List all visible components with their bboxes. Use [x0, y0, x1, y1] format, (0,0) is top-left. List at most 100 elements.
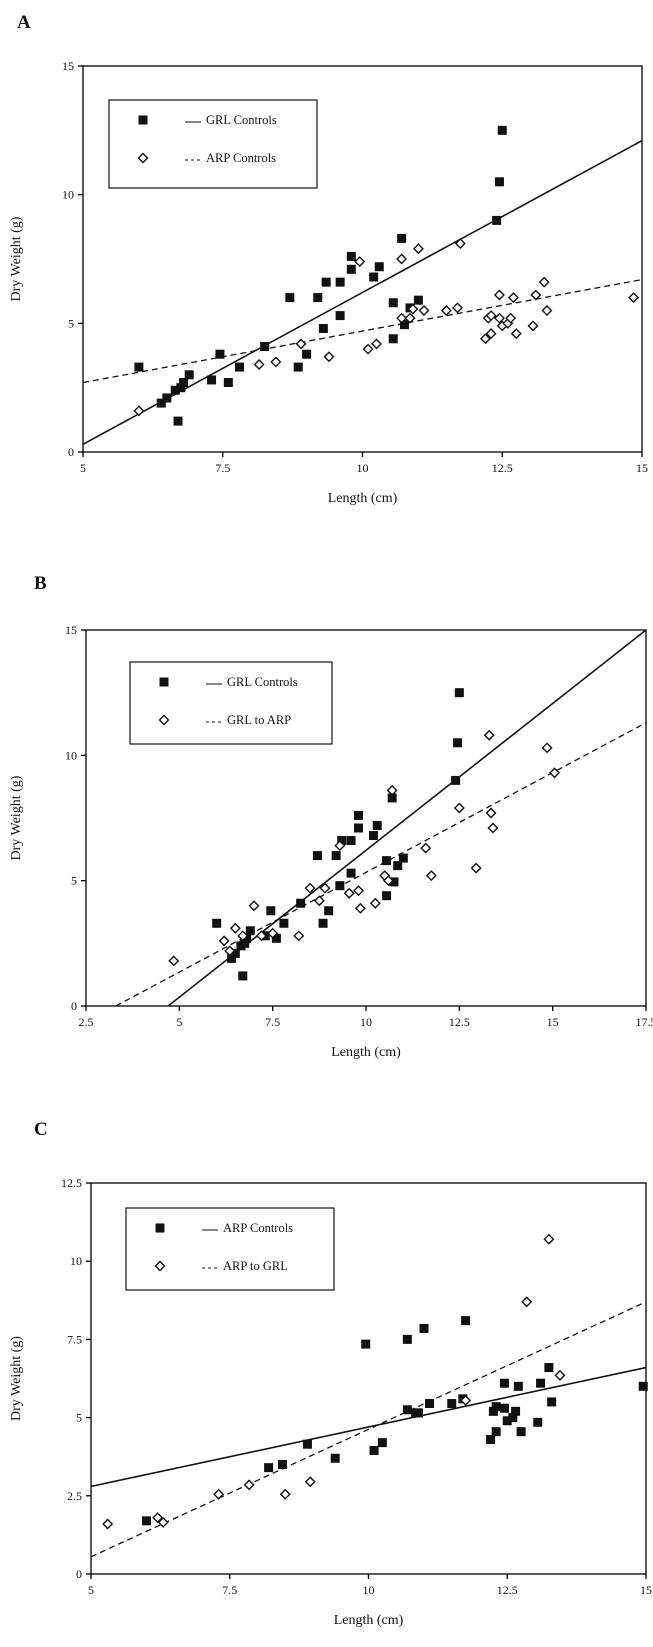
data-point-1: [377, 1438, 387, 1448]
data-point-1: [388, 298, 398, 308]
data-point-2: [396, 312, 408, 324]
data-point-1: [502, 1416, 512, 1426]
data-point-2: [425, 870, 437, 882]
data-point-2: [362, 343, 374, 355]
x-tick-label: 15: [640, 1583, 652, 1597]
data-point-1: [346, 836, 356, 846]
data-point-2: [293, 930, 305, 942]
legend-marker-1: [138, 115, 148, 125]
data-point-1: [454, 688, 464, 698]
data-point-1: [382, 891, 392, 901]
data-point-1: [318, 323, 328, 333]
x-tick-label: 15: [547, 1015, 559, 1029]
legend-label-2: GRL to ARP: [227, 713, 291, 727]
data-point-1: [388, 334, 398, 344]
panel-letter: A: [17, 12, 31, 33]
y-axis-label: Dry Weight (g): [9, 216, 24, 301]
data-point-1: [508, 1413, 518, 1423]
data-point-2: [483, 729, 495, 741]
data-point-1: [313, 293, 323, 303]
data-point-1: [346, 264, 356, 274]
data-point-1: [156, 398, 166, 408]
data-point-2: [248, 900, 260, 912]
data-point-2: [412, 243, 424, 255]
fit-line-2: [115, 722, 646, 1006]
data-point-1: [335, 881, 345, 891]
legend: GRL Controls GRL to ARP: [129, 661, 333, 745]
legend-marker-2: [154, 1260, 166, 1272]
y-tick-label: 5: [71, 874, 77, 888]
data-point-1: [245, 926, 255, 936]
data-point-2: [334, 840, 346, 852]
legend-label-1: GRL Controls: [206, 113, 277, 127]
y-tick-label: 12.5: [61, 1176, 82, 1190]
data-point-1: [346, 868, 356, 878]
data-point-1: [372, 821, 382, 831]
data-point-1: [511, 1406, 521, 1416]
data-point-1: [488, 1406, 498, 1416]
panel-letter: C: [34, 1119, 48, 1140]
data-point-1: [451, 775, 461, 785]
y-tick-label: 15: [62, 59, 74, 73]
data-point-1: [330, 1453, 340, 1463]
data-point-1: [369, 272, 379, 282]
data-point-2: [353, 885, 365, 897]
data-point-1: [369, 1445, 379, 1455]
data-point-1: [368, 831, 378, 841]
y-axis-label: Dry Weight (g): [9, 775, 24, 860]
data-point-1: [318, 918, 328, 928]
x-tick-label: 10: [363, 1583, 375, 1597]
data-point-2: [452, 302, 464, 314]
data-point-1: [452, 738, 462, 748]
data-point-1: [547, 1397, 557, 1407]
data-point-2: [319, 882, 331, 894]
data-point-1: [302, 349, 312, 359]
data-point-2: [382, 875, 394, 887]
x-tick-label: 12.5: [449, 1015, 470, 1029]
data-point-2: [485, 328, 497, 340]
data-point-1: [142, 1516, 151, 1526]
data-point-1: [382, 856, 392, 866]
data-point-2: [541, 304, 553, 316]
data-point-1: [242, 933, 252, 943]
data-point-2: [243, 1479, 255, 1491]
legend-marker-2: [158, 714, 170, 726]
data-point-1: [176, 383, 186, 393]
y-tick-label: 15: [65, 623, 77, 637]
data-point-1: [335, 311, 345, 321]
data-point-2: [538, 276, 550, 288]
data-point-1: [402, 1334, 412, 1344]
data-point-2: [157, 1516, 169, 1528]
data-point-1: [413, 295, 423, 305]
data-point-1: [331, 851, 341, 861]
data-point-2: [279, 1488, 291, 1500]
data-point-1: [240, 938, 250, 948]
x-tick-label: 7.5: [215, 461, 230, 475]
data-point-1: [170, 385, 180, 395]
legend-label-2: ARP Controls: [206, 151, 276, 165]
data-point-2: [224, 945, 236, 957]
data-point-1: [374, 262, 384, 272]
y-tick-label: 10: [70, 1254, 82, 1268]
data-point-1: [492, 215, 502, 225]
data-point-2: [454, 238, 466, 250]
data-point-2: [510, 328, 522, 340]
legend-marker-1: [155, 1223, 165, 1233]
data-point-2: [521, 1296, 533, 1308]
data-point-1: [264, 1463, 274, 1473]
data-point-1: [266, 906, 276, 916]
data-point-2: [133, 405, 145, 417]
legend: GRL Controls ARP Controls: [108, 99, 318, 189]
data-point-1: [279, 918, 289, 928]
data-point-2: [304, 882, 316, 894]
data-point-1: [296, 898, 306, 908]
data-point-1: [387, 793, 397, 803]
data-point-1: [230, 948, 240, 958]
y-axis-label: Dry Weight (g): [9, 1336, 24, 1421]
data-point-2: [237, 930, 249, 942]
data-point-2: [530, 289, 542, 301]
data-point-1: [497, 125, 507, 135]
data-point-2: [527, 320, 539, 332]
data-point-2: [493, 289, 505, 301]
fit-line-1: [91, 1366, 646, 1488]
